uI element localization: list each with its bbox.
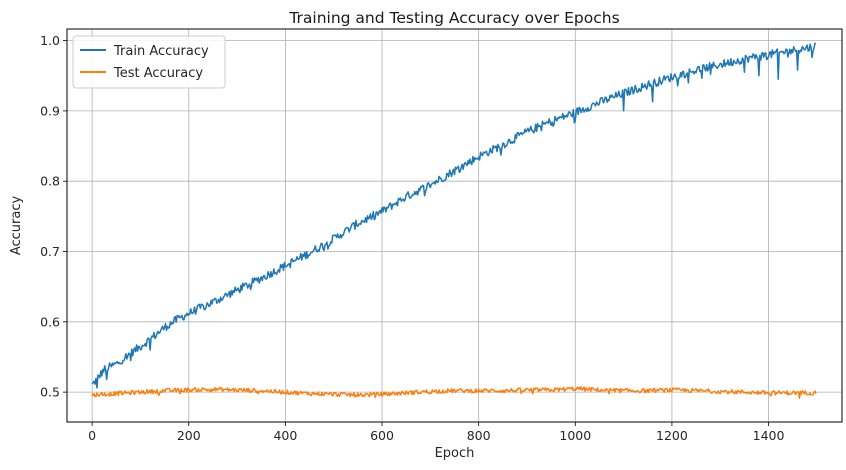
y-tick-label: 0.8 <box>40 174 60 189</box>
x-tick-label: 1200 <box>656 428 688 443</box>
y-axis-label: Accuracy <box>9 196 24 256</box>
y-tick-label: 0.5 <box>40 385 60 400</box>
series-line-train <box>91 42 817 389</box>
x-axis-ticks: 0 200 400 600 800 1000 1200 1400 <box>88 422 785 443</box>
legend-label-train: Train Accuracy <box>113 44 209 59</box>
y-tick-label: 0.6 <box>40 314 60 329</box>
x-tick-label: 0 <box>88 428 96 443</box>
legend-label-test: Test Accuracy <box>113 66 203 81</box>
x-tick-label: 1000 <box>559 428 591 443</box>
x-tick-label: 800 <box>467 428 491 443</box>
series-lines <box>91 42 817 400</box>
x-tick-label: 200 <box>177 428 201 443</box>
chart-title: Training and Testing Accuracy over Epoch… <box>288 9 619 27</box>
x-tick-label: 600 <box>370 428 394 443</box>
y-axis-ticks: 0.5 0.6 0.7 0.8 0.9 1.0 <box>40 33 67 400</box>
y-tick-label: 1.0 <box>40 33 60 48</box>
legend: Train Accuracy Test Accuracy <box>72 35 226 89</box>
x-tick-label: 1400 <box>753 428 785 443</box>
y-tick-label: 0.7 <box>40 244 60 259</box>
legend-box <box>72 35 226 89</box>
x-tick-label: 400 <box>273 428 297 443</box>
y-tick-label: 0.9 <box>40 103 60 118</box>
plot-area <box>66 28 843 423</box>
series-line-test <box>91 386 817 400</box>
x-axis-label: Epoch <box>435 446 475 461</box>
plot-frame <box>66 28 843 423</box>
